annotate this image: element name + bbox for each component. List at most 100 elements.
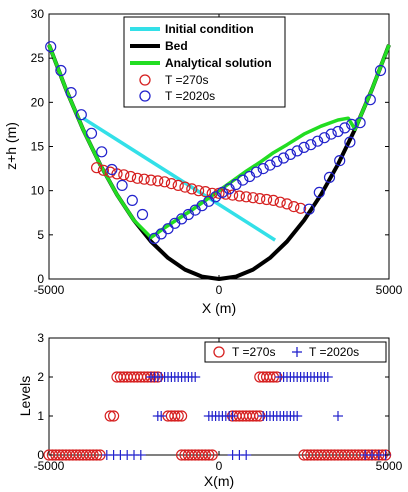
marker-t270 — [193, 185, 205, 197]
marker-t270 — [240, 191, 252, 203]
marker-t2020 — [271, 155, 283, 168]
marker-t270 — [145, 174, 157, 186]
level-marker-t270 — [107, 410, 120, 422]
marker-t2020-edge — [334, 155, 346, 167]
marker-t270 — [267, 194, 279, 206]
marker-t270 — [199, 186, 211, 198]
level-marker-t270 — [104, 410, 116, 422]
bottom-x-tick-label: -5000 — [34, 459, 65, 473]
marker-t2020 — [339, 122, 351, 134]
level-marker-t270 — [247, 410, 259, 422]
marker-t270 — [172, 179, 184, 191]
bottom-legend-label-t2020: T =2020s — [309, 345, 359, 359]
marker-t270 — [179, 181, 191, 193]
marker-t270 — [125, 170, 137, 183]
bottom-legend-marker-t2020 — [292, 347, 302, 357]
marker-t270 — [288, 201, 300, 213]
top-y-tick-label: 15 — [31, 140, 45, 154]
marker-t2020 — [264, 159, 276, 171]
marker-t2020-edge — [126, 194, 138, 206]
marker-t2020-edge — [85, 127, 98, 139]
marker-t2020 — [318, 132, 330, 144]
bottom-y-tick-label: 0 — [37, 448, 44, 462]
legend-label-bed: Bed — [165, 39, 188, 53]
marker-t2020 — [298, 141, 310, 153]
level-marker-t270 — [203, 449, 215, 461]
bottom-legend-marker-t270 — [213, 346, 225, 358]
marker-t2020-edge — [106, 163, 118, 176]
marker-t270 — [131, 172, 143, 184]
marker-t270 — [90, 162, 103, 174]
marker-t2020 — [312, 135, 324, 147]
level-marker-t2020 — [322, 372, 333, 382]
marker-t2020-edge — [45, 41, 57, 53]
marker-t2020-edge — [116, 179, 128, 191]
marker-t2020 — [250, 166, 262, 178]
bottom-y-tick-label: 3 — [37, 331, 44, 345]
level-marker-t270 — [169, 410, 181, 422]
marker-t2020 — [325, 128, 337, 140]
marker-t2020 — [237, 174, 249, 186]
top-x-axis-label: X (m) — [202, 300, 236, 316]
top-y-tick-label: 0 — [37, 272, 44, 286]
level-marker-t2020 — [135, 450, 146, 460]
level-marker-t2020 — [241, 450, 252, 460]
marker-t2020 — [284, 148, 296, 160]
marker-t270 — [254, 193, 266, 205]
level-marker-t2020 — [227, 411, 238, 421]
legend-marker-t2020 — [139, 90, 151, 102]
marker-t270 — [186, 183, 198, 195]
marker-t270 — [261, 193, 273, 206]
marker-t2020-edge — [354, 117, 366, 129]
legend-label-analytical: Analytical solution — [165, 56, 272, 70]
marker-t2020-edge — [75, 109, 87, 121]
marker-t270 — [274, 196, 286, 208]
marker-t2020-edge — [136, 208, 149, 221]
marker-t270 — [118, 169, 130, 181]
bottom-y-tick-label: 2 — [37, 370, 44, 384]
marker-t2020 — [305, 139, 317, 151]
marker-t2020-edge — [55, 64, 67, 77]
legend-label-initial: Initial condition — [165, 22, 254, 36]
marker-t270 — [165, 178, 177, 190]
legend-marker-t270 — [139, 74, 151, 86]
marker-t270 — [152, 175, 164, 187]
top-legend: Initial condition Bed Analytical solutio… — [123, 16, 286, 108]
series-line-initial — [82, 116, 277, 242]
level-marker-t270 — [199, 449, 211, 461]
legend-label-t270: T =270s — [165, 73, 208, 87]
level-marker-t2020 — [292, 411, 303, 421]
marker-t2020-edge — [323, 171, 336, 183]
bottom-x-tick-label: 0 — [216, 459, 223, 473]
level-marker-t270 — [264, 371, 276, 383]
marker-t2020-edge — [313, 186, 325, 198]
marker-t270 — [104, 166, 116, 178]
marker-t2020-edge — [364, 94, 376, 106]
marker-t270 — [281, 198, 293, 210]
level-marker-t2020 — [156, 411, 167, 421]
level-marker-t2020 — [190, 372, 201, 382]
legend-label-t2020: T =2020s — [165, 89, 215, 103]
marker-t270 — [159, 176, 171, 188]
level-marker-t270 — [176, 410, 188, 422]
bottom-x-tick-label: 5000 — [376, 459, 403, 473]
top-y-tick-label: 5 — [37, 228, 44, 242]
bottom-legend: T =270s T =2020s — [204, 341, 387, 363]
marker-t270 — [247, 192, 259, 204]
bottom-legend-label-t270: T =270s — [232, 345, 275, 359]
marker-t2020-edge — [96, 146, 108, 158]
top-y-axis-label: z+h (m) — [3, 122, 19, 170]
marker-t2020 — [332, 125, 344, 138]
level-marker-t270 — [206, 449, 218, 461]
marker-t270 — [295, 202, 307, 214]
marker-t2020-edge — [374, 64, 387, 77]
top-x-tick-label: 0 — [216, 283, 223, 297]
top-x-tick-label: -5000 — [34, 283, 65, 297]
marker-t270 — [227, 189, 239, 201]
top-y-tick-label: 30 — [31, 7, 45, 21]
marker-t2020-edge — [65, 86, 77, 99]
level-marker-t270 — [87, 449, 99, 461]
